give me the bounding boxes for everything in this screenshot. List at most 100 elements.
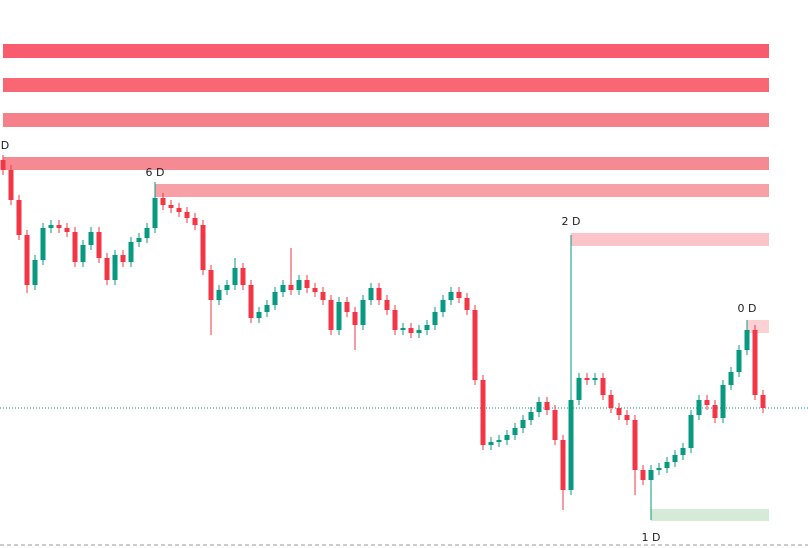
candle-body — [360, 300, 366, 325]
candle-body — [80, 245, 86, 262]
candle-body — [88, 232, 94, 245]
candle-body — [568, 400, 574, 490]
candle-body — [304, 280, 310, 288]
candle-body — [144, 228, 150, 238]
candle-body — [760, 395, 766, 408]
zone-label: 0 D — [738, 302, 757, 315]
candle-body — [368, 288, 374, 300]
candle-body — [560, 440, 566, 490]
candle-body — [504, 435, 510, 440]
candle-body — [136, 238, 142, 242]
candle-body — [8, 170, 14, 200]
candle-body — [688, 415, 694, 448]
candle-body — [0, 160, 6, 170]
candle-body — [680, 448, 686, 455]
candle-body — [392, 310, 398, 330]
candle-body — [424, 325, 430, 330]
candle-body — [184, 212, 190, 218]
candle-body — [200, 225, 206, 270]
candle-body — [248, 285, 254, 318]
candle-body — [728, 372, 734, 385]
zone — [747, 320, 769, 333]
candle-body — [448, 292, 454, 300]
candle-body — [48, 225, 54, 228]
candle-body — [32, 260, 38, 285]
candle-body — [240, 268, 246, 285]
candle-body — [416, 330, 422, 333]
zone — [155, 184, 769, 197]
candle-body — [616, 408, 622, 415]
candle-body — [544, 402, 550, 410]
candle-body — [24, 235, 30, 285]
zone-label: 1 D — [642, 531, 661, 544]
candle-body — [64, 228, 70, 232]
candle-body — [712, 405, 718, 418]
candle-body — [128, 242, 134, 262]
candle-body — [224, 285, 230, 290]
candle-body — [376, 288, 382, 300]
candle-body — [464, 298, 470, 310]
candle-body — [400, 328, 406, 330]
candle-body — [96, 232, 102, 258]
candle-body — [216, 290, 222, 300]
candle-body — [704, 400, 710, 405]
candle-body — [256, 312, 262, 318]
zone — [3, 44, 769, 58]
candle-body — [264, 305, 270, 312]
candle-body — [656, 468, 662, 470]
candle-body — [496, 440, 502, 442]
zone — [3, 78, 769, 92]
candle-body — [624, 415, 630, 420]
candle-body — [40, 228, 46, 260]
candle-body — [696, 400, 702, 415]
candle-body — [552, 410, 558, 440]
candle-body — [336, 302, 342, 330]
candle-body — [528, 412, 534, 420]
zone — [3, 113, 769, 127]
candle-body — [112, 255, 118, 280]
candle-body — [232, 268, 238, 285]
zone-label: 6 D — [146, 166, 165, 179]
candle-body — [352, 312, 358, 325]
candle-body — [752, 330, 758, 395]
candle-body — [384, 300, 390, 310]
candle-body — [536, 402, 542, 412]
candle-body — [664, 462, 670, 468]
candle-body — [16, 200, 22, 235]
candle-body — [440, 300, 446, 312]
candle-body — [512, 428, 518, 435]
candle-body — [632, 420, 638, 470]
zone-label: 2 D — [562, 215, 581, 228]
candle-body — [584, 378, 590, 380]
candle-body — [480, 380, 486, 445]
zone — [3, 157, 769, 170]
candle-body — [168, 205, 174, 208]
zone — [571, 233, 769, 246]
zone-label: D — [1, 139, 9, 152]
candle-body — [472, 310, 478, 380]
candle-body — [408, 328, 414, 333]
candle-body — [280, 285, 286, 292]
candle-body — [600, 378, 606, 395]
candle-body — [56, 225, 62, 228]
candle-body — [208, 270, 214, 300]
candle-body — [288, 285, 294, 290]
candle-body — [152, 198, 158, 228]
candle-body — [272, 292, 278, 305]
candle-body — [640, 470, 646, 480]
candle-body — [344, 302, 350, 312]
candle-body — [320, 292, 326, 300]
candle-body — [104, 258, 110, 280]
candle-body — [176, 208, 182, 212]
candle-body — [72, 232, 78, 262]
candle-body — [744, 330, 750, 350]
candle-body — [488, 442, 494, 445]
candle-body — [192, 218, 198, 225]
candle-body — [120, 255, 126, 262]
candle-body — [720, 385, 726, 418]
candle-body — [608, 395, 614, 408]
candle-body — [736, 350, 742, 372]
candle-body — [592, 378, 598, 380]
candle-body — [456, 292, 462, 298]
